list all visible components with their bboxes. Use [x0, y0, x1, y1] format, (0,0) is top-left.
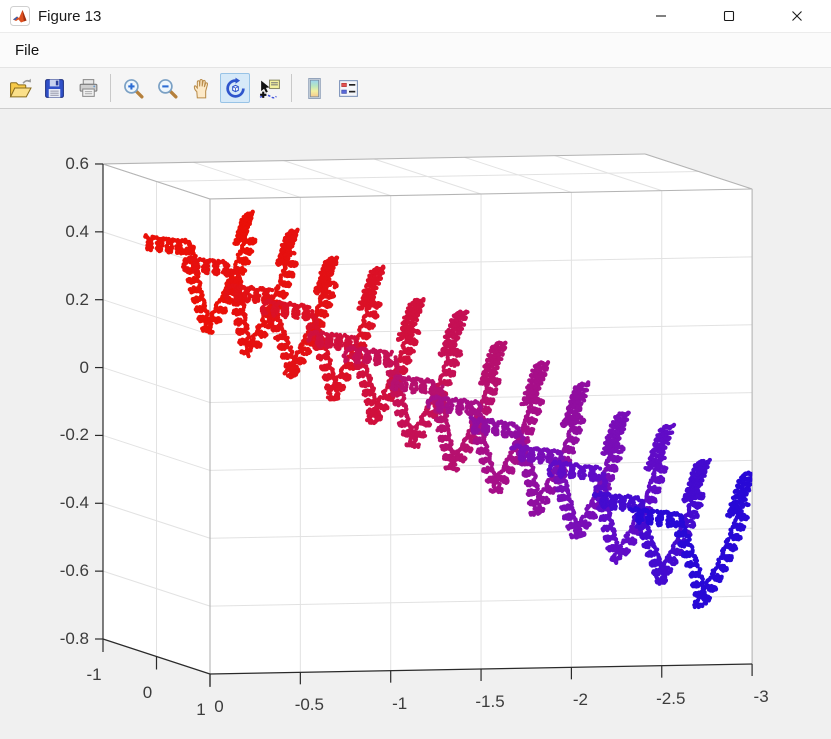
colorbar-button[interactable]	[299, 73, 329, 103]
toolbar-separator	[291, 74, 292, 102]
print-button[interactable]	[73, 73, 103, 103]
data-cursor-icon	[259, 79, 280, 99]
toolbar-separator	[110, 74, 111, 102]
close-icon	[792, 11, 802, 21]
zoom-out-icon	[157, 78, 178, 99]
save-button[interactable]	[39, 73, 69, 103]
window-title: Figure 13	[38, 7, 102, 25]
rotate-3d-button[interactable]	[220, 73, 250, 103]
print-icon	[79, 78, 97, 97]
rotate-3d-icon	[225, 77, 245, 98]
colorbar-icon	[307, 77, 321, 99]
pan-hand-icon	[193, 78, 208, 98]
legend-button[interactable]	[333, 73, 363, 103]
matlab-logo-icon	[10, 6, 30, 26]
maximize-icon	[723, 10, 735, 22]
pan-button[interactable]	[186, 73, 216, 103]
window-controls	[627, 0, 831, 32]
open-button[interactable]	[5, 73, 35, 103]
open-folder-icon	[9, 78, 32, 97]
maximize-button[interactable]	[695, 0, 763, 32]
figure-area: 0.6 0.4 0.2 0 -0.2 -0.4 -0.6 -0.8 -1 0 1 0 -0.5 -1 -1.…	[0, 109, 831, 739]
plot-canvas[interactable]	[0, 109, 831, 739]
menu-file[interactable]: File	[15, 41, 40, 59]
zoom-out-button[interactable]	[152, 73, 182, 103]
legend-icon	[338, 79, 358, 97]
zoom-in-icon	[123, 78, 144, 99]
menu-bar: File	[0, 33, 831, 68]
data-cursor-button[interactable]	[254, 73, 284, 103]
close-button[interactable]	[763, 0, 831, 32]
figure-toolbar	[0, 68, 831, 109]
save-icon	[44, 78, 64, 98]
title-bar: Figure 13	[0, 0, 831, 33]
minimize-button[interactable]	[627, 0, 695, 32]
minimize-icon	[656, 15, 666, 17]
zoom-in-button[interactable]	[118, 73, 148, 103]
